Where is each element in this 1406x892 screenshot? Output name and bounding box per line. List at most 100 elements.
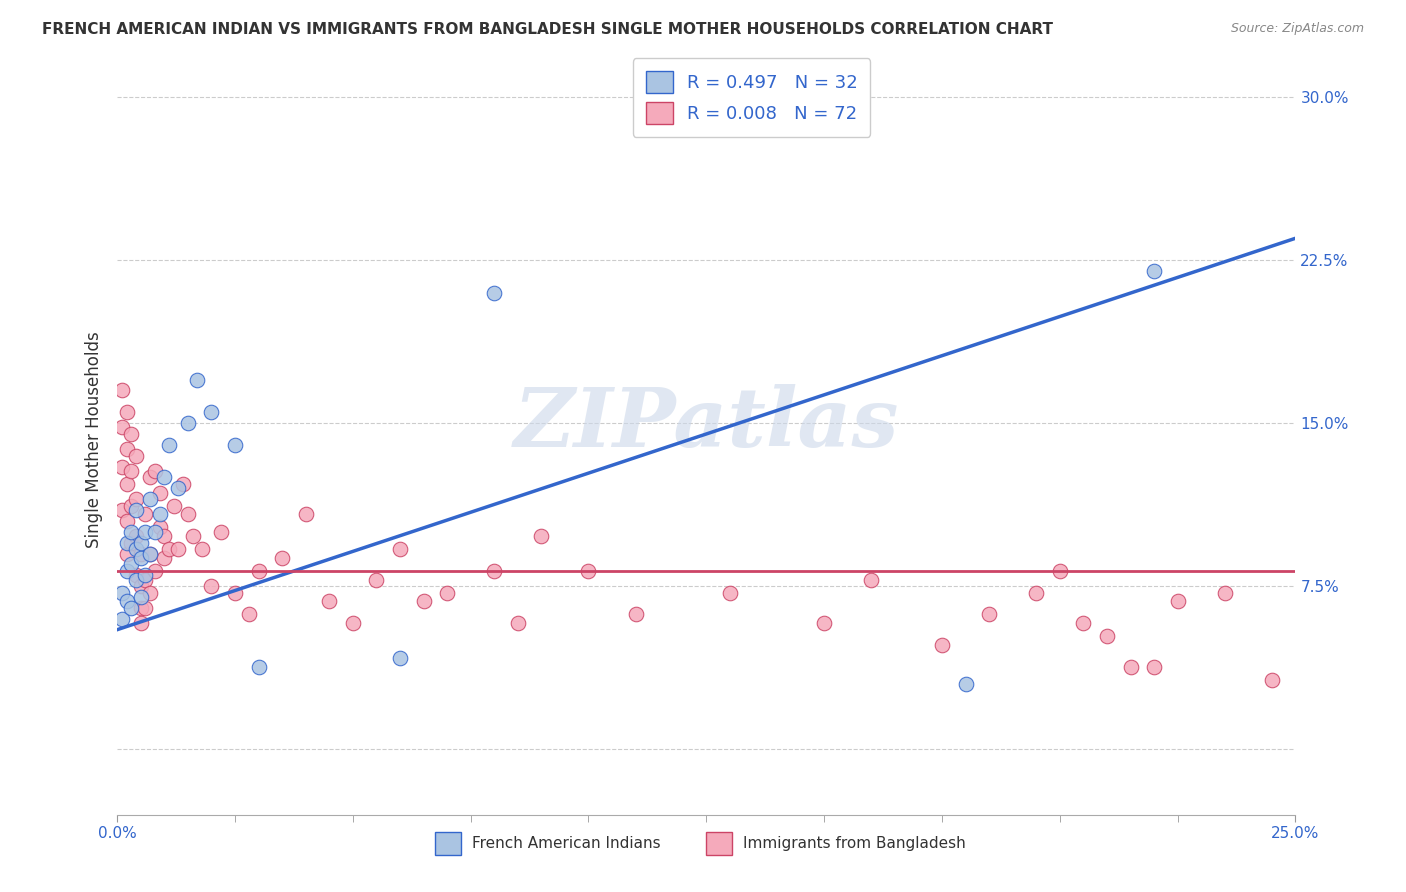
Point — [111, 585, 134, 599]
Point — [120, 558, 142, 572]
Point — [129, 535, 152, 549]
Point — [143, 464, 166, 478]
Point — [125, 529, 148, 543]
Point — [111, 384, 134, 398]
Point — [181, 529, 204, 543]
Point — [247, 659, 270, 673]
Point — [718, 585, 741, 599]
Point — [1213, 585, 1236, 599]
Point — [134, 601, 156, 615]
Point — [1167, 594, 1189, 608]
Point — [484, 564, 506, 578]
Point — [115, 514, 138, 528]
Point — [125, 503, 148, 517]
Point — [129, 590, 152, 604]
Point — [412, 594, 434, 608]
Point — [484, 285, 506, 300]
Point — [1261, 673, 1284, 687]
Point — [177, 508, 200, 522]
Point — [1049, 564, 1071, 578]
Point — [120, 601, 142, 615]
Point — [153, 550, 176, 565]
Legend: R = 0.497   N = 32, R = 0.008   N = 72: R = 0.497 N = 32, R = 0.008 N = 72 — [633, 58, 870, 136]
Point — [111, 503, 134, 517]
Point — [191, 542, 214, 557]
Point — [115, 442, 138, 457]
Point — [167, 542, 190, 557]
Point — [530, 529, 553, 543]
Point — [1073, 616, 1095, 631]
Point — [149, 485, 172, 500]
Point — [388, 542, 411, 557]
Point — [139, 547, 162, 561]
Point — [111, 459, 134, 474]
Point — [139, 585, 162, 599]
Point — [624, 607, 647, 622]
Point — [115, 405, 138, 419]
Point — [163, 499, 186, 513]
Point — [224, 438, 246, 452]
Point — [139, 492, 162, 507]
Point — [813, 616, 835, 631]
Point — [115, 594, 138, 608]
Point — [578, 564, 600, 578]
Point — [955, 677, 977, 691]
Point — [1025, 585, 1047, 599]
Point — [186, 373, 208, 387]
Point — [247, 564, 270, 578]
Text: ZIPatlas: ZIPatlas — [513, 384, 898, 465]
Point — [134, 524, 156, 539]
Point — [125, 449, 148, 463]
Point — [271, 550, 294, 565]
Point — [436, 585, 458, 599]
Point — [860, 573, 883, 587]
Point — [129, 616, 152, 631]
Point — [506, 616, 529, 631]
Point — [125, 542, 148, 557]
Point — [318, 594, 340, 608]
Point — [129, 601, 152, 615]
Point — [153, 470, 176, 484]
Point — [120, 427, 142, 442]
Point — [177, 416, 200, 430]
Point — [134, 568, 156, 582]
Point — [342, 616, 364, 631]
Text: FRENCH AMERICAN INDIAN VS IMMIGRANTS FROM BANGLADESH SINGLE MOTHER HOUSEHOLDS CO: FRENCH AMERICAN INDIAN VS IMMIGRANTS FRO… — [42, 22, 1053, 37]
Point — [1143, 659, 1166, 673]
Point — [366, 573, 388, 587]
Text: Source: ZipAtlas.com: Source: ZipAtlas.com — [1230, 22, 1364, 36]
Point — [120, 499, 142, 513]
Point — [157, 438, 180, 452]
Point — [388, 651, 411, 665]
Point — [115, 535, 138, 549]
Point — [149, 520, 172, 534]
Point — [224, 585, 246, 599]
Point — [157, 542, 180, 557]
Point — [931, 638, 953, 652]
Point — [977, 607, 1000, 622]
Point — [238, 607, 260, 622]
Point — [139, 547, 162, 561]
Point — [200, 405, 222, 419]
Point — [143, 564, 166, 578]
Point — [120, 535, 142, 549]
Point — [167, 481, 190, 495]
Point — [115, 564, 138, 578]
Text: Immigrants from Bangladesh: Immigrants from Bangladesh — [742, 836, 966, 851]
Point — [134, 508, 156, 522]
Point — [120, 464, 142, 478]
Point — [125, 568, 148, 582]
Point — [125, 573, 148, 587]
Point — [115, 477, 138, 491]
Point — [139, 470, 162, 484]
Point — [125, 492, 148, 507]
Point — [129, 547, 152, 561]
Text: French American Indians: French American Indians — [472, 836, 661, 851]
Point — [1119, 659, 1142, 673]
Y-axis label: Single Mother Households: Single Mother Households — [86, 331, 103, 548]
Point — [149, 508, 172, 522]
Point — [209, 524, 232, 539]
Point — [115, 547, 138, 561]
Point — [129, 579, 152, 593]
Point — [120, 524, 142, 539]
